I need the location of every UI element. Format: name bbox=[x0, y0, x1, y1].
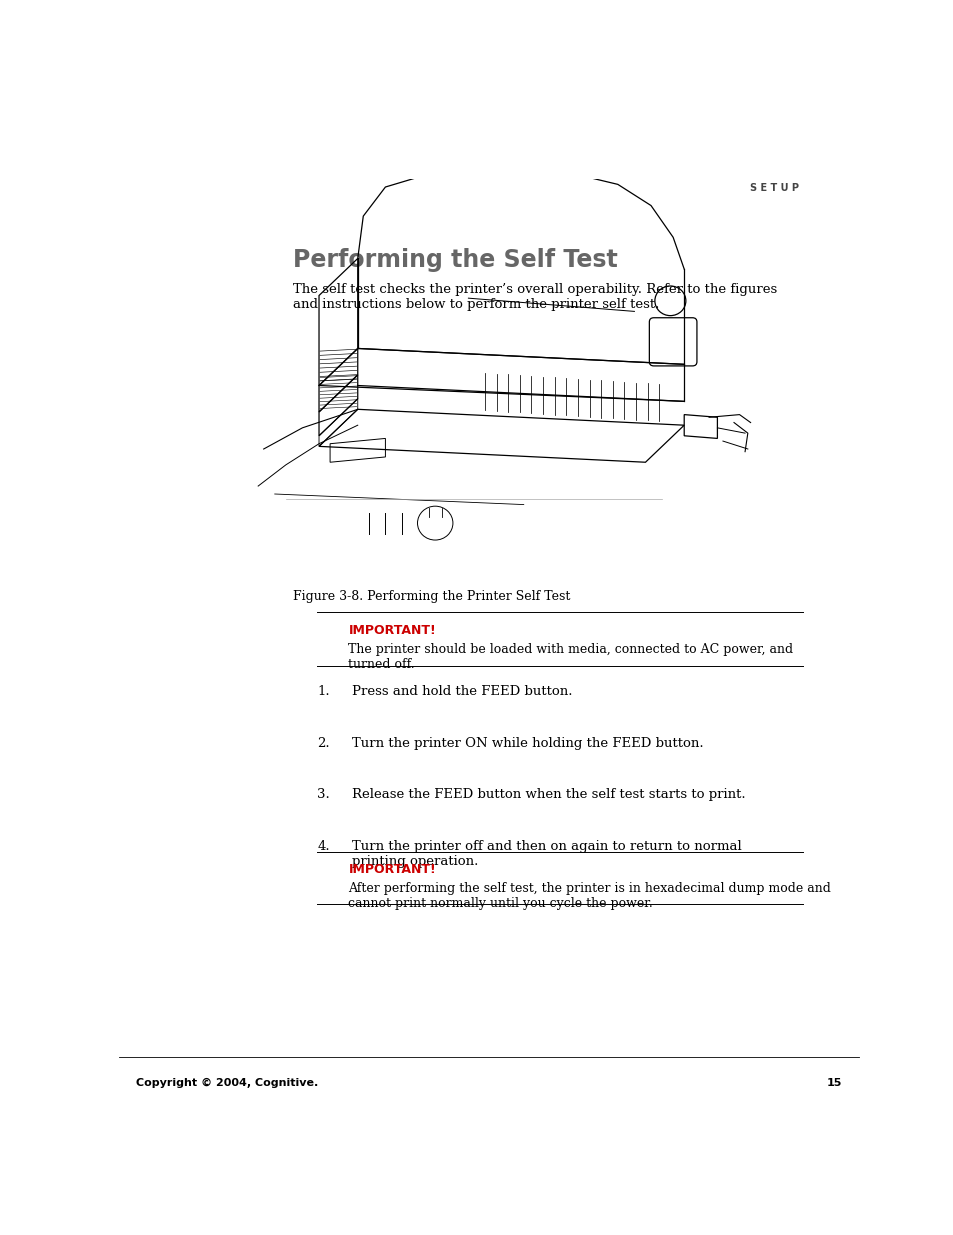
Text: S E T U P: S E T U P bbox=[750, 183, 799, 194]
Text: Copyright © 2004, Cognitive.: Copyright © 2004, Cognitive. bbox=[135, 1078, 317, 1088]
Text: Figure 3-8. Performing the Printer Self Test: Figure 3-8. Performing the Printer Self … bbox=[293, 590, 570, 604]
Text: Press and hold the FEED button.: Press and hold the FEED button. bbox=[352, 685, 572, 699]
Text: 3.: 3. bbox=[317, 788, 330, 802]
Text: Turn the printer off and then on again to return to normal
printing operation.: Turn the printer off and then on again t… bbox=[352, 840, 741, 867]
Text: Performing the Self Test: Performing the Self Test bbox=[293, 248, 618, 272]
Text: The self test checks the printer’s overall operability. Refer to the figures
and: The self test checks the printer’s overa… bbox=[293, 283, 777, 311]
Text: The printer should be loaded with media, connected to AC power, and
turned off.: The printer should be loaded with media,… bbox=[348, 642, 793, 671]
Text: Release the FEED button when the self test starts to print.: Release the FEED button when the self te… bbox=[352, 788, 745, 802]
Text: IMPORTANT!: IMPORTANT! bbox=[348, 624, 436, 637]
Text: 15: 15 bbox=[826, 1078, 841, 1088]
Text: 4.: 4. bbox=[317, 840, 330, 852]
Text: Turn the printer ON while holding the FEED button.: Turn the printer ON while holding the FE… bbox=[352, 737, 703, 750]
Text: IMPORTANT!: IMPORTANT! bbox=[348, 863, 436, 877]
Text: 2.: 2. bbox=[317, 737, 330, 750]
Text: 1.: 1. bbox=[317, 685, 330, 699]
Text: After performing the self test, the printer is in hexadecimal dump mode and
cann: After performing the self test, the prin… bbox=[348, 882, 830, 910]
